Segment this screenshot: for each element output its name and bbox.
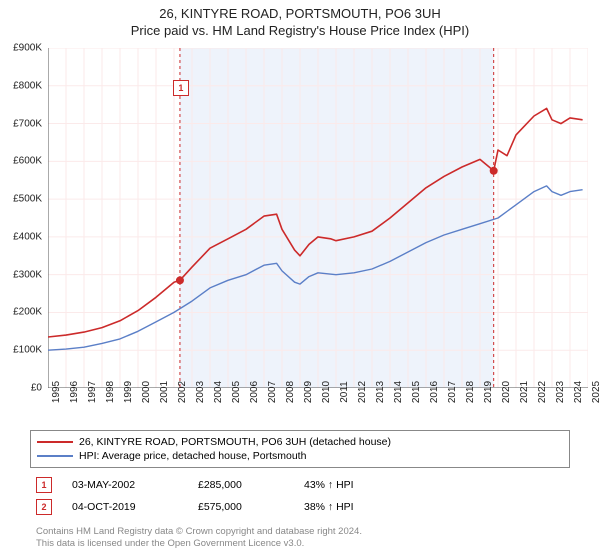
ytick-4: £400K (13, 231, 42, 242)
sales-row-0: 1 03-MAY-2002 £285,000 43% ↑ HPI (30, 474, 570, 496)
legend-label-1: HPI: Average price, detached house, Port… (79, 450, 306, 462)
xtick-2004: 2004 (213, 381, 224, 403)
xtick-2012: 2012 (357, 381, 368, 403)
title-line-2: Price paid vs. HM Land Registry's House … (0, 23, 600, 40)
xtick-2002: 2002 (177, 381, 188, 403)
xtick-2008: 2008 (285, 381, 296, 403)
xtick-2009: 2009 (303, 381, 314, 403)
ytick-0: £0 (31, 383, 42, 394)
xtick-2007: 2007 (267, 381, 278, 403)
xtick-2000: 2000 (141, 381, 152, 403)
sale-pct-0: 43% ↑ HPI (304, 479, 404, 491)
xtick-2016: 2016 (429, 381, 440, 403)
xtick-2014: 2014 (393, 381, 404, 403)
legend-row-1: HPI: Average price, detached house, Port… (37, 449, 563, 463)
xtick-1995: 1995 (51, 381, 62, 403)
footer-line-1: Contains HM Land Registry data © Crown c… (36, 526, 576, 538)
legend-swatch-1 (37, 455, 73, 457)
xtick-2017: 2017 (447, 381, 458, 403)
xtick-2013: 2013 (375, 381, 386, 403)
footer-line-2: This data is licensed under the Open Gov… (36, 538, 576, 550)
sale-marker-box-0: 1 (36, 477, 52, 493)
legend-box: 26, KINTYRE ROAD, PORTSMOUTH, PO6 3UH (d… (30, 430, 570, 468)
title-block: 26, KINTYRE ROAD, PORTSMOUTH, PO6 3UH Pr… (0, 0, 600, 40)
xtick-2015: 2015 (411, 381, 422, 403)
ytick-1: £100K (13, 345, 42, 356)
xtick-2010: 2010 (321, 381, 332, 403)
plot-marker-1: 1 (173, 80, 189, 96)
xtick-1998: 1998 (105, 381, 116, 403)
xtick-2005: 2005 (231, 381, 242, 403)
legend-row-0: 26, KINTYRE ROAD, PORTSMOUTH, PO6 3UH (d… (37, 435, 563, 449)
ytick-5: £500K (13, 194, 42, 205)
plot-svg (48, 48, 588, 388)
xtick-1996: 1996 (69, 381, 80, 403)
xtick-2025: 2025 (591, 381, 600, 403)
sale-pct-1: 38% ↑ HPI (304, 501, 404, 513)
ytick-3: £300K (13, 269, 42, 280)
sale-date-0: 03-MAY-2002 (72, 479, 182, 491)
xtick-2003: 2003 (195, 381, 206, 403)
sale-price-1: £575,000 (198, 501, 288, 513)
chart-container: 26, KINTYRE ROAD, PORTSMOUTH, PO6 3UH Pr… (0, 0, 600, 560)
legend-swatch-0 (37, 441, 73, 443)
xtick-2020: 2020 (501, 381, 512, 403)
xtick-1999: 1999 (123, 381, 134, 403)
xtick-2021: 2021 (519, 381, 530, 403)
legend-label-0: 26, KINTYRE ROAD, PORTSMOUTH, PO6 3UH (d… (79, 436, 391, 448)
ytick-7: £700K (13, 118, 42, 129)
xtick-2024: 2024 (573, 381, 584, 403)
sales-row-1: 2 04-OCT-2019 £575,000 38% ↑ HPI (30, 496, 570, 518)
sale-marker-box-1: 2 (36, 499, 52, 515)
xtick-2011: 2011 (339, 381, 350, 403)
ytick-8: £800K (13, 80, 42, 91)
footer: Contains HM Land Registry data © Crown c… (30, 524, 582, 552)
sales-table: 1 03-MAY-2002 £285,000 43% ↑ HPI 2 04-OC… (30, 474, 570, 518)
title-line-1: 26, KINTYRE ROAD, PORTSMOUTH, PO6 3UH (0, 6, 600, 23)
xtick-2022: 2022 (537, 381, 548, 403)
xtick-2018: 2018 (465, 381, 476, 403)
xtick-2006: 2006 (249, 381, 260, 403)
sale-price-0: £285,000 (198, 479, 288, 491)
xtick-2001: 2001 (159, 381, 170, 403)
ytick-6: £600K (13, 156, 42, 167)
ytick-9: £900K (13, 43, 42, 54)
xtick-2023: 2023 (555, 381, 566, 403)
xtick-1997: 1997 (87, 381, 98, 403)
xtick-2019: 2019 (483, 381, 494, 403)
ytick-2: £200K (13, 307, 42, 318)
chart-area: £0£100K£200K£300K£400K£500K£600K£700K£80… (48, 48, 588, 388)
sale-date-1: 04-OCT-2019 (72, 501, 182, 513)
